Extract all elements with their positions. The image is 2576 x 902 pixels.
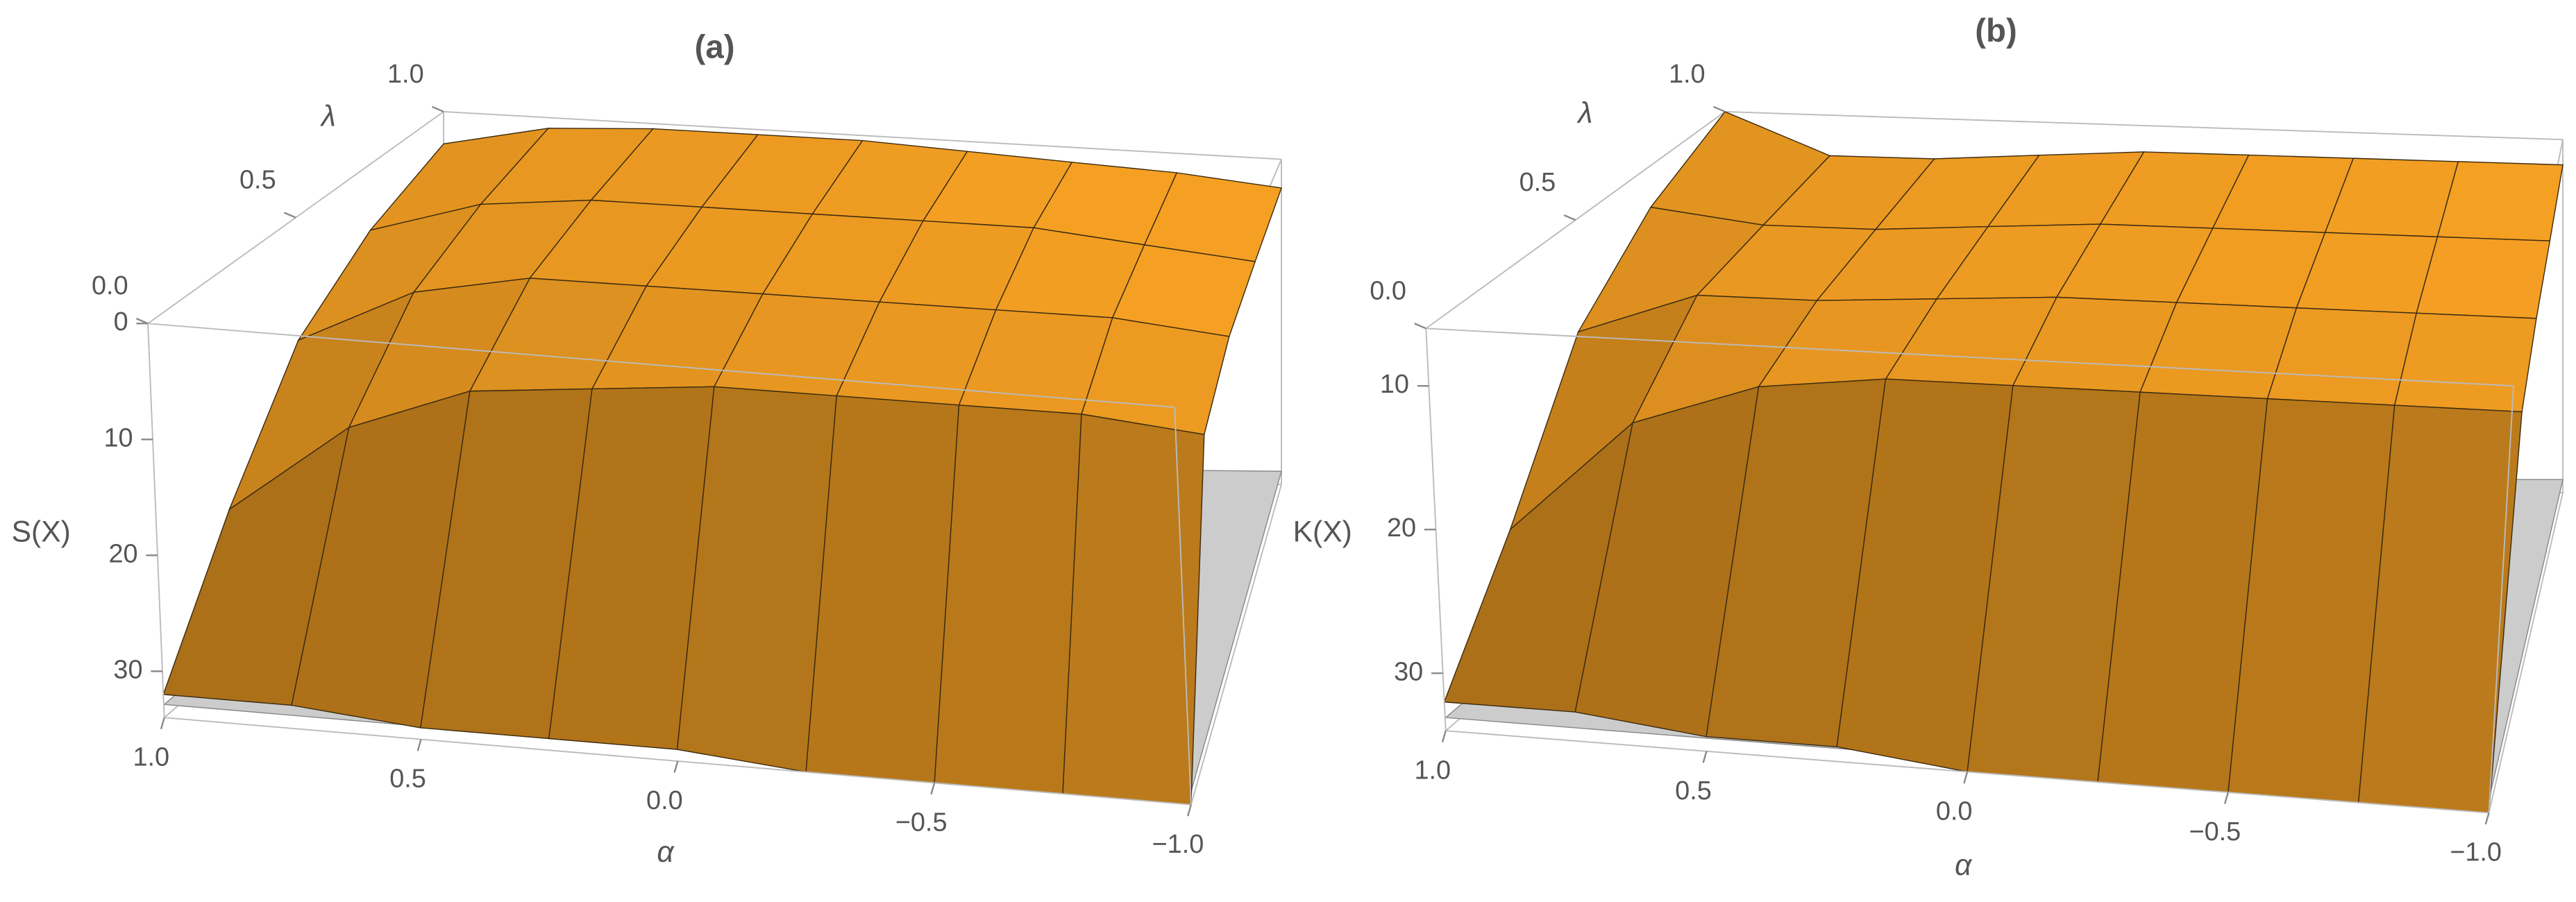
x-tick-label: 0.5 xyxy=(1675,776,1712,806)
y-tick-label: 1.0 xyxy=(1669,60,1706,89)
y-tick-label: 0.5 xyxy=(1519,168,1556,197)
y-tick xyxy=(432,105,444,113)
x-tick xyxy=(930,782,936,795)
chart-title: (a) xyxy=(695,28,735,65)
x-tick-label: −0.5 xyxy=(895,808,948,837)
surface-patch xyxy=(2416,236,2551,319)
x-tick-label: 0.0 xyxy=(1936,797,1973,826)
y-tick xyxy=(1414,323,1426,330)
x-tick xyxy=(2484,812,2490,825)
y-tick xyxy=(1712,105,1726,113)
x-tick-label: −1.0 xyxy=(2450,838,2502,867)
x-tick-label: 1.0 xyxy=(133,742,169,772)
box-edge xyxy=(147,323,1175,408)
y-tick-label: 0.0 xyxy=(1370,276,1406,305)
box-edge xyxy=(1425,111,1726,330)
x-tick xyxy=(1702,751,1708,763)
y-tick xyxy=(284,212,296,219)
box-edge xyxy=(1190,484,1282,805)
box-edge xyxy=(443,110,1282,160)
z-tick-label: 30 xyxy=(113,655,142,684)
x-tick xyxy=(1441,730,1447,743)
z-axis-label: S(X) xyxy=(12,515,71,548)
z-axis-label: K(X) xyxy=(1293,515,1352,548)
y-axis-label: λ xyxy=(1576,96,1592,130)
x-tick-label: 0.0 xyxy=(646,786,683,815)
z-tick-label: 0 xyxy=(114,307,128,337)
x-tick xyxy=(160,717,165,730)
box-edge xyxy=(1174,407,1192,805)
y-tick-label: 0.0 xyxy=(92,271,128,300)
x-tick-label: 0.5 xyxy=(389,765,426,794)
chart-title: (b) xyxy=(1975,12,2017,49)
x-tick xyxy=(416,739,422,751)
z-tick-label: 20 xyxy=(1387,513,1416,543)
x-tick xyxy=(673,760,679,773)
x-axis-label: α xyxy=(1955,849,1973,882)
surface-patch xyxy=(934,405,1082,794)
box-edge xyxy=(2488,386,2514,813)
box-edge xyxy=(1724,110,2564,141)
z-tick-label: 10 xyxy=(103,423,133,452)
x-tick-label: −1.0 xyxy=(1152,830,1204,859)
box-edge xyxy=(147,323,165,718)
surface-patch xyxy=(2393,312,2537,413)
box-edge xyxy=(164,717,1191,806)
surface-patch xyxy=(2436,161,2564,241)
x-tick-label: 1.0 xyxy=(1414,756,1451,785)
x-tick xyxy=(2223,792,2229,804)
y-tick-label: 1.0 xyxy=(387,60,424,89)
x-axis-label: α xyxy=(657,835,675,869)
z-tick-label: 30 xyxy=(1394,657,1423,686)
box-edge xyxy=(2488,492,2564,813)
z-tick-label: 20 xyxy=(108,539,137,568)
x-tick-label: −0.5 xyxy=(2189,817,2241,846)
box-edge xyxy=(1426,327,2514,387)
y-axis-label: λ xyxy=(320,100,336,133)
y-tick-label: 0.5 xyxy=(239,166,276,195)
x-tick xyxy=(1186,804,1193,817)
z-tick-label: 10 xyxy=(1380,370,1409,399)
x-tick xyxy=(1963,771,1969,784)
y-tick xyxy=(1563,214,1576,221)
